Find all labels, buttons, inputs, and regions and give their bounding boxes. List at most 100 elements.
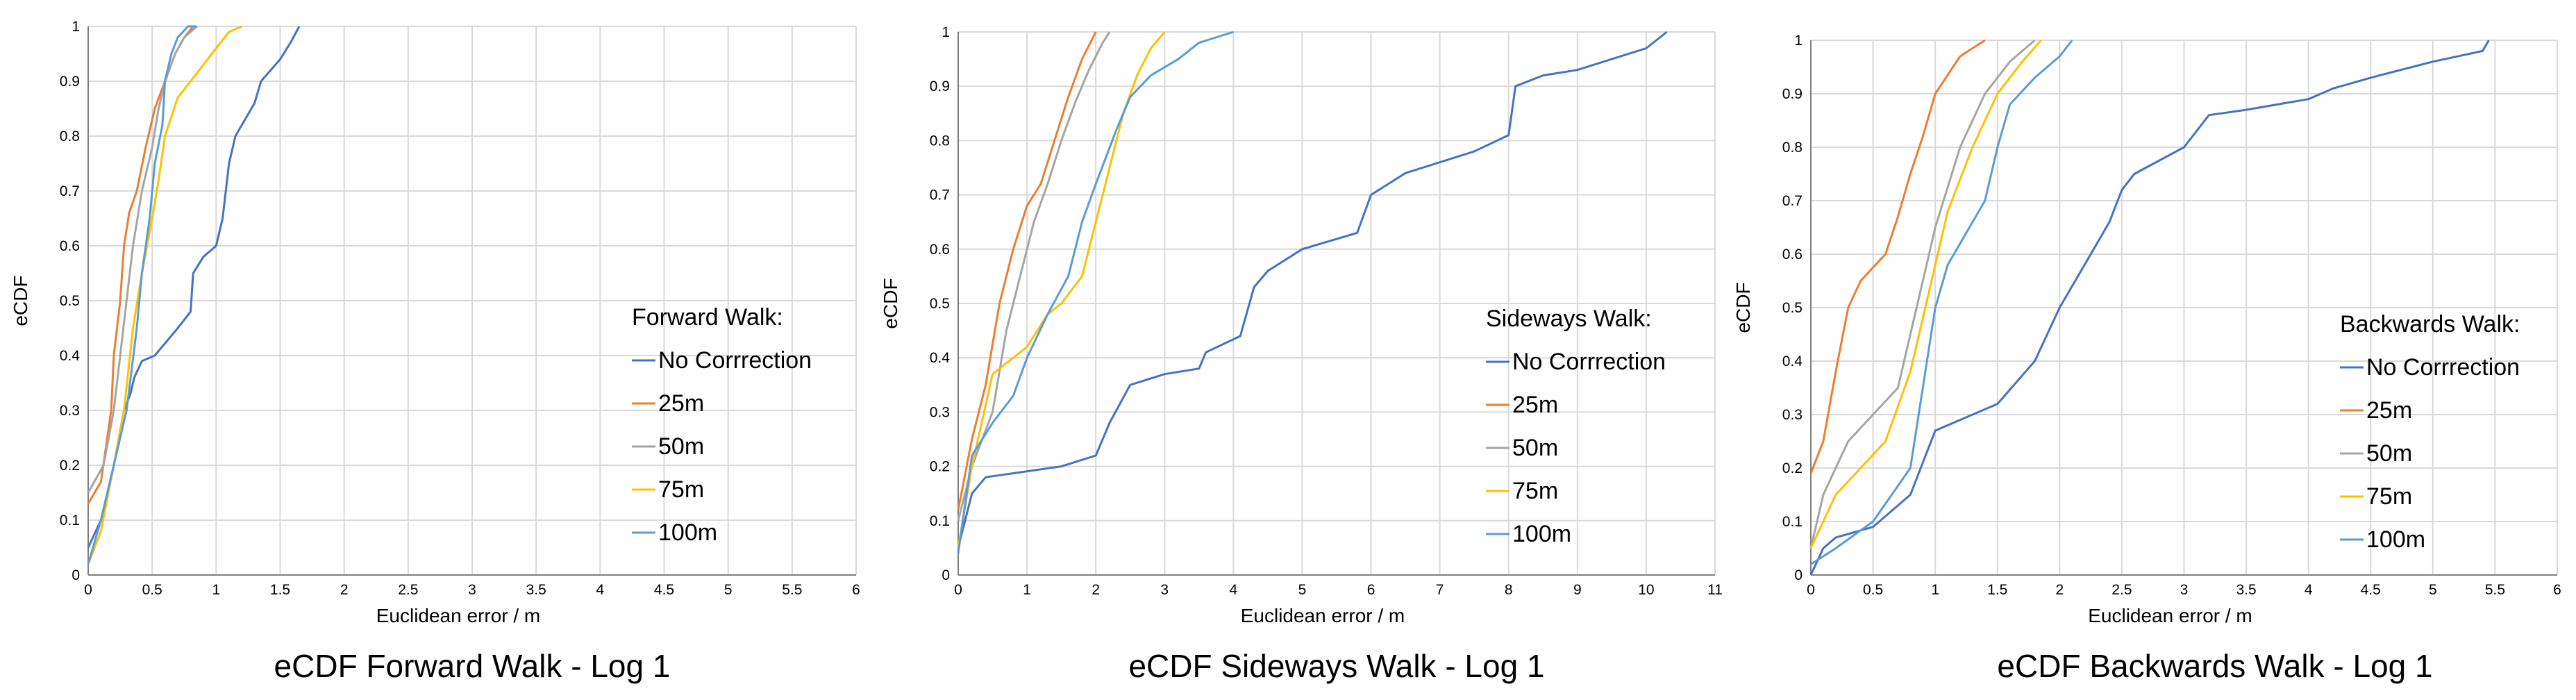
legend-entry: 50m bbox=[2366, 440, 2412, 467]
x-tick-label: 6 bbox=[1367, 582, 1375, 598]
x-tick-label: 5 bbox=[1298, 582, 1307, 598]
legend-entry: 50m bbox=[1512, 435, 1558, 461]
x-tick-label: 4.5 bbox=[654, 582, 674, 598]
x-tick-label: 3 bbox=[468, 582, 476, 598]
y-tick-label: 0.1 bbox=[60, 512, 80, 528]
series-line-25m bbox=[957, 31, 1097, 510]
x-tick-label: 2.5 bbox=[2111, 582, 2132, 598]
chart-caption: eCDF Forward Walk - Log 1 bbox=[274, 648, 671, 684]
y-tick-label: 0.9 bbox=[60, 74, 80, 90]
legend-entry: No Corrrection bbox=[1512, 349, 1666, 375]
y-tick-label: 0.8 bbox=[60, 128, 80, 144]
y-tick-label: 0.2 bbox=[1782, 460, 1803, 476]
x-tick-label: 3 bbox=[2180, 582, 2189, 598]
x-axis-title: Euclidean error / m bbox=[376, 605, 541, 626]
legend: Forward Walk: No Corrrection 25m 50m 75m 100m bbox=[632, 304, 812, 546]
y-tick-label: 0.5 bbox=[1782, 300, 1803, 316]
x-tick-label: 0.5 bbox=[142, 582, 162, 598]
x-axis-title: Euclidean error / m bbox=[2088, 605, 2252, 626]
y-tick-label: 0.6 bbox=[1782, 247, 1803, 262]
series-line-no-corrrection bbox=[1809, 40, 2490, 576]
legend-title: Sideways Walk: bbox=[1486, 306, 1652, 332]
y-tick-label: 0.7 bbox=[60, 183, 80, 199]
legend-entry: 25m bbox=[658, 390, 704, 417]
y-tick-label: 0.2 bbox=[930, 459, 950, 475]
y-axis-title: eCDF bbox=[880, 278, 901, 328]
x-tick-label: 2 bbox=[340, 582, 349, 598]
y-tick-label: 0.3 bbox=[60, 403, 80, 419]
series-line-50m bbox=[957, 31, 1111, 522]
x-tick-label: 0.5 bbox=[1863, 582, 1883, 598]
x-tick-label: 4 bbox=[1230, 582, 1238, 598]
series-line-75m bbox=[957, 31, 1166, 549]
series-line-no-corrrection bbox=[87, 26, 301, 549]
legend-entry: 25m bbox=[2366, 397, 2412, 424]
y-tick-label: 0.7 bbox=[930, 188, 950, 203]
y-tick-label: 0.5 bbox=[60, 293, 80, 309]
x-tick-label: 2.5 bbox=[398, 582, 418, 598]
x-tick-label: 0 bbox=[1807, 582, 1815, 598]
chart-caption: eCDF Sideways Walk - Log 1 bbox=[1128, 648, 1544, 684]
x-tick-label: 4 bbox=[596, 582, 604, 598]
y-tick-label: 0.3 bbox=[930, 404, 950, 420]
y-tick-label: 0.6 bbox=[60, 238, 80, 254]
x-tick-label: 0 bbox=[84, 582, 92, 598]
y-axis-title: eCDF bbox=[10, 275, 31, 326]
legend-entry: No Corrrection bbox=[658, 347, 812, 374]
y-tick-label: 0.8 bbox=[930, 133, 950, 149]
grid bbox=[958, 31, 1716, 575]
y-tick-label: 0.9 bbox=[1782, 86, 1803, 102]
y-tick-label: 0.9 bbox=[930, 78, 950, 94]
x-tick-label: 0 bbox=[954, 582, 962, 598]
x-tick-label: 1 bbox=[1931, 582, 1939, 598]
series-line-100m bbox=[957, 31, 1234, 553]
x-tick-label: 6 bbox=[2553, 582, 2561, 598]
y-tick-label: 0.4 bbox=[60, 348, 81, 364]
y-tick-label: 0 bbox=[72, 567, 80, 583]
x-tick-label: 1 bbox=[212, 582, 220, 598]
legend-title: Backwards Walk: bbox=[2340, 311, 2520, 338]
legend-title: Forward Walk: bbox=[632, 304, 783, 331]
x-tick-label: 4.5 bbox=[2361, 582, 2381, 598]
legend-entry: No Corrrection bbox=[2366, 354, 2520, 381]
legend: Sideways Walk: No Corrrection 25m 50m 75m 100… bbox=[1486, 306, 1666, 547]
series-line-50m bbox=[1809, 39, 2036, 549]
legend-entry: 75m bbox=[658, 476, 704, 503]
x-tick-label: 7 bbox=[1436, 582, 1444, 598]
series-line-100m bbox=[1810, 40, 2073, 565]
series-line-75m bbox=[87, 25, 242, 565]
x-tick-label: 8 bbox=[1505, 582, 1513, 598]
x-tick-label: 3.5 bbox=[526, 582, 546, 598]
legend: Backwards Walk: No Corrrection 25m 50m 75m 10… bbox=[2340, 311, 2520, 553]
x-axis-title: Euclidean error / m bbox=[1241, 605, 1405, 626]
x-tick-label: 5 bbox=[724, 582, 733, 598]
y-tick-label: 1 bbox=[72, 19, 80, 35]
chart-2: 0 1 2 3 4 5 6 7 8 9 10 11 0 0.1 0.2 0.3 0.4 0.5 0.6 0.7 0.8 0… bbox=[880, 24, 1723, 684]
y-tick-label: 0.8 bbox=[1782, 140, 1803, 156]
x-tick-label: 6 bbox=[852, 582, 860, 598]
x-tick-label: 3 bbox=[1160, 582, 1169, 598]
series-line-75m bbox=[1809, 40, 2042, 549]
y-axis-title: eCDF bbox=[1732, 282, 1754, 333]
y-tick-label: 0.1 bbox=[1782, 514, 1803, 530]
y-tick-label: 0.1 bbox=[930, 513, 950, 529]
y-tick-label: 0.2 bbox=[60, 458, 80, 474]
legend-entry: 100m bbox=[658, 519, 717, 546]
series-line-25m bbox=[1809, 39, 1986, 474]
chart-1: 0 0.5 1 1.5 2 2.5 3 3.5 4 4.5 5 5.5 6 0 0.1 0.2 0.3 0.4 0.… bbox=[10, 19, 860, 684]
x-tick-label: 5.5 bbox=[2485, 582, 2505, 598]
legend-entry: 100m bbox=[1512, 521, 1571, 547]
legend-entry: 100m bbox=[2366, 526, 2425, 553]
y-tick-label: 1 bbox=[942, 24, 950, 40]
x-tick-label: 5.5 bbox=[782, 582, 802, 598]
x-tick-label: 1 bbox=[1023, 582, 1031, 598]
y-tick-label: 1 bbox=[1794, 33, 1803, 49]
legend-entry: 75m bbox=[1512, 478, 1558, 504]
y-tick-label: 0.3 bbox=[1782, 407, 1803, 423]
x-tick-label: 10 bbox=[1638, 582, 1654, 598]
legend-entry: 75m bbox=[2366, 483, 2412, 510]
x-tick-label: 11 bbox=[1707, 582, 1723, 598]
grid bbox=[1811, 40, 2558, 575]
y-tick-label: 0 bbox=[942, 567, 950, 583]
